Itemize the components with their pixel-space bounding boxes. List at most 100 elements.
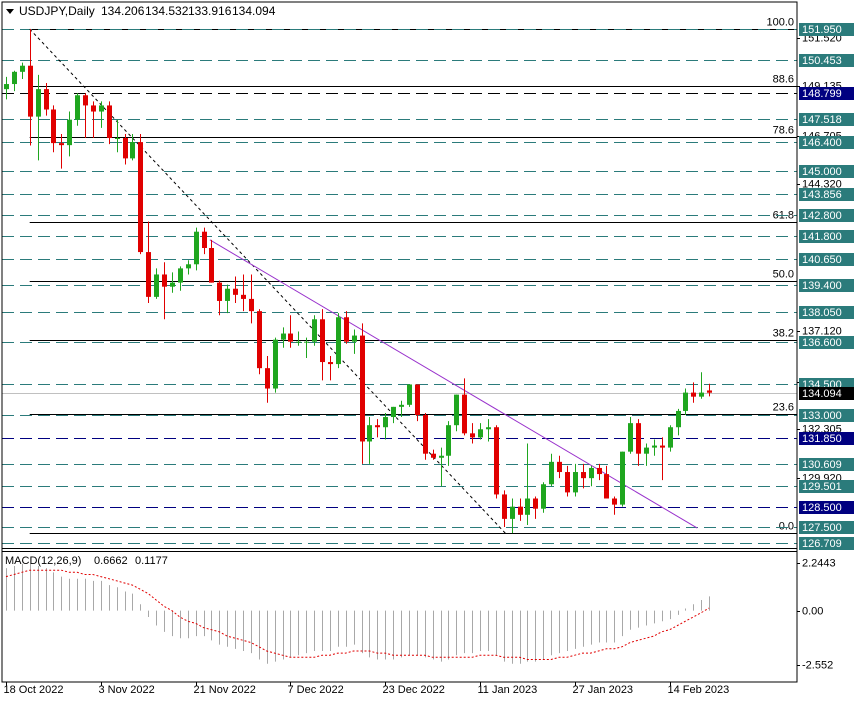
candle-body xyxy=(99,105,104,112)
macd-name: MACD(12,26,9) xyxy=(5,555,81,567)
candle-body xyxy=(360,335,365,442)
level-price-box xyxy=(799,253,854,266)
fib-label: 0.0 xyxy=(779,520,794,532)
candle-body xyxy=(257,311,262,369)
level-price-box xyxy=(799,306,854,319)
candle-body xyxy=(304,341,309,343)
candle-body xyxy=(510,506,515,519)
level-price-label: 146.400 xyxy=(802,137,842,149)
candle-body xyxy=(549,461,554,485)
macd-signal-line xyxy=(5,569,710,660)
candle-body xyxy=(273,339,278,389)
candle-body xyxy=(241,294,246,299)
candle-body xyxy=(573,472,578,493)
candle-body xyxy=(502,494,507,519)
candle-body xyxy=(44,89,49,110)
candle-body xyxy=(91,105,96,112)
x-tick-label: 23 Dec 2022 xyxy=(383,684,445,696)
candle-body xyxy=(4,84,9,90)
candle-body xyxy=(281,333,286,340)
candle-body xyxy=(209,247,214,283)
candle-body xyxy=(75,95,80,120)
candle-body xyxy=(28,65,33,117)
candle-body xyxy=(644,447,649,454)
level-price-box xyxy=(799,87,854,100)
candle-body xyxy=(36,89,41,117)
candle-body xyxy=(525,498,530,515)
fib-label: 38.2 xyxy=(773,327,794,339)
level-price-label: 147.518 xyxy=(802,114,842,126)
level-price-label: 138.050 xyxy=(802,307,842,319)
candle-body xyxy=(581,472,586,479)
level-price-label: 127.500 xyxy=(802,522,842,534)
candle-body xyxy=(707,390,712,393)
candle-body xyxy=(265,368,270,389)
candle-body xyxy=(699,392,704,397)
candles xyxy=(4,29,712,534)
level-price-label: 143.856 xyxy=(802,189,842,201)
candle-body xyxy=(59,143,64,146)
candle-body xyxy=(217,282,222,301)
candle-body xyxy=(494,427,499,495)
candle-body xyxy=(660,445,665,448)
candle-body xyxy=(604,474,609,499)
level-price-label: 151.950 xyxy=(802,24,842,36)
level-price-box xyxy=(799,209,854,222)
symbol: USDJPY,Daily xyxy=(19,4,95,18)
level-price-label: 128.500 xyxy=(802,502,842,514)
candle-body xyxy=(288,333,293,342)
level-price-label: 126.709 xyxy=(802,538,842,550)
level-price-box xyxy=(799,537,854,550)
fib-label: 100.0 xyxy=(766,16,794,28)
header-low: 133.916 xyxy=(188,4,232,18)
candle-body xyxy=(367,425,372,442)
candle-body xyxy=(67,119,72,146)
candle-body xyxy=(20,65,25,72)
candle-body xyxy=(170,282,175,287)
candle-body xyxy=(123,138,128,159)
menu-triangle xyxy=(6,9,14,14)
frame xyxy=(1,1,798,683)
macd-signal-value: 0.1177 xyxy=(135,555,168,567)
level-price-label: 134.094 xyxy=(802,388,842,400)
level-price-box xyxy=(799,136,854,149)
candle-body xyxy=(589,467,594,479)
macd-value: 0.6662 xyxy=(94,555,128,567)
level-price-label: 145.000 xyxy=(802,166,842,178)
candle-body xyxy=(557,461,562,473)
candle-body xyxy=(628,423,633,452)
level-price-box xyxy=(799,501,854,514)
level-price-label: 150.453 xyxy=(802,55,842,67)
candle-body xyxy=(652,445,657,448)
level-price-box xyxy=(799,165,854,178)
candle-body xyxy=(446,425,451,456)
candle-body xyxy=(636,423,641,454)
candle-body xyxy=(597,467,602,475)
candle-body xyxy=(683,392,688,411)
x-tick-label: 21 Nov 2022 xyxy=(194,684,256,696)
candle-body xyxy=(233,288,238,295)
candle-body xyxy=(612,498,617,505)
candle-body xyxy=(533,498,538,509)
candle-body xyxy=(620,451,625,505)
level-price-box xyxy=(799,230,854,243)
candle-body xyxy=(383,417,388,428)
trend-line xyxy=(209,239,698,529)
candle-body xyxy=(107,105,112,139)
candle-body xyxy=(423,415,428,454)
candle-body xyxy=(320,319,325,363)
level-price-label: 141.800 xyxy=(802,231,842,243)
candle-body xyxy=(399,404,404,407)
candle-body xyxy=(130,142,135,159)
candle-body xyxy=(439,455,444,458)
level-price-label: 131.850 xyxy=(802,433,842,445)
candle-body xyxy=(691,392,696,397)
level-price-label: 142.800 xyxy=(802,210,842,222)
fib-label: 78.6 xyxy=(773,124,794,136)
candle-body xyxy=(249,298,254,312)
level-price-box xyxy=(799,54,854,67)
candle-body xyxy=(115,138,120,140)
candle-body xyxy=(375,425,380,428)
